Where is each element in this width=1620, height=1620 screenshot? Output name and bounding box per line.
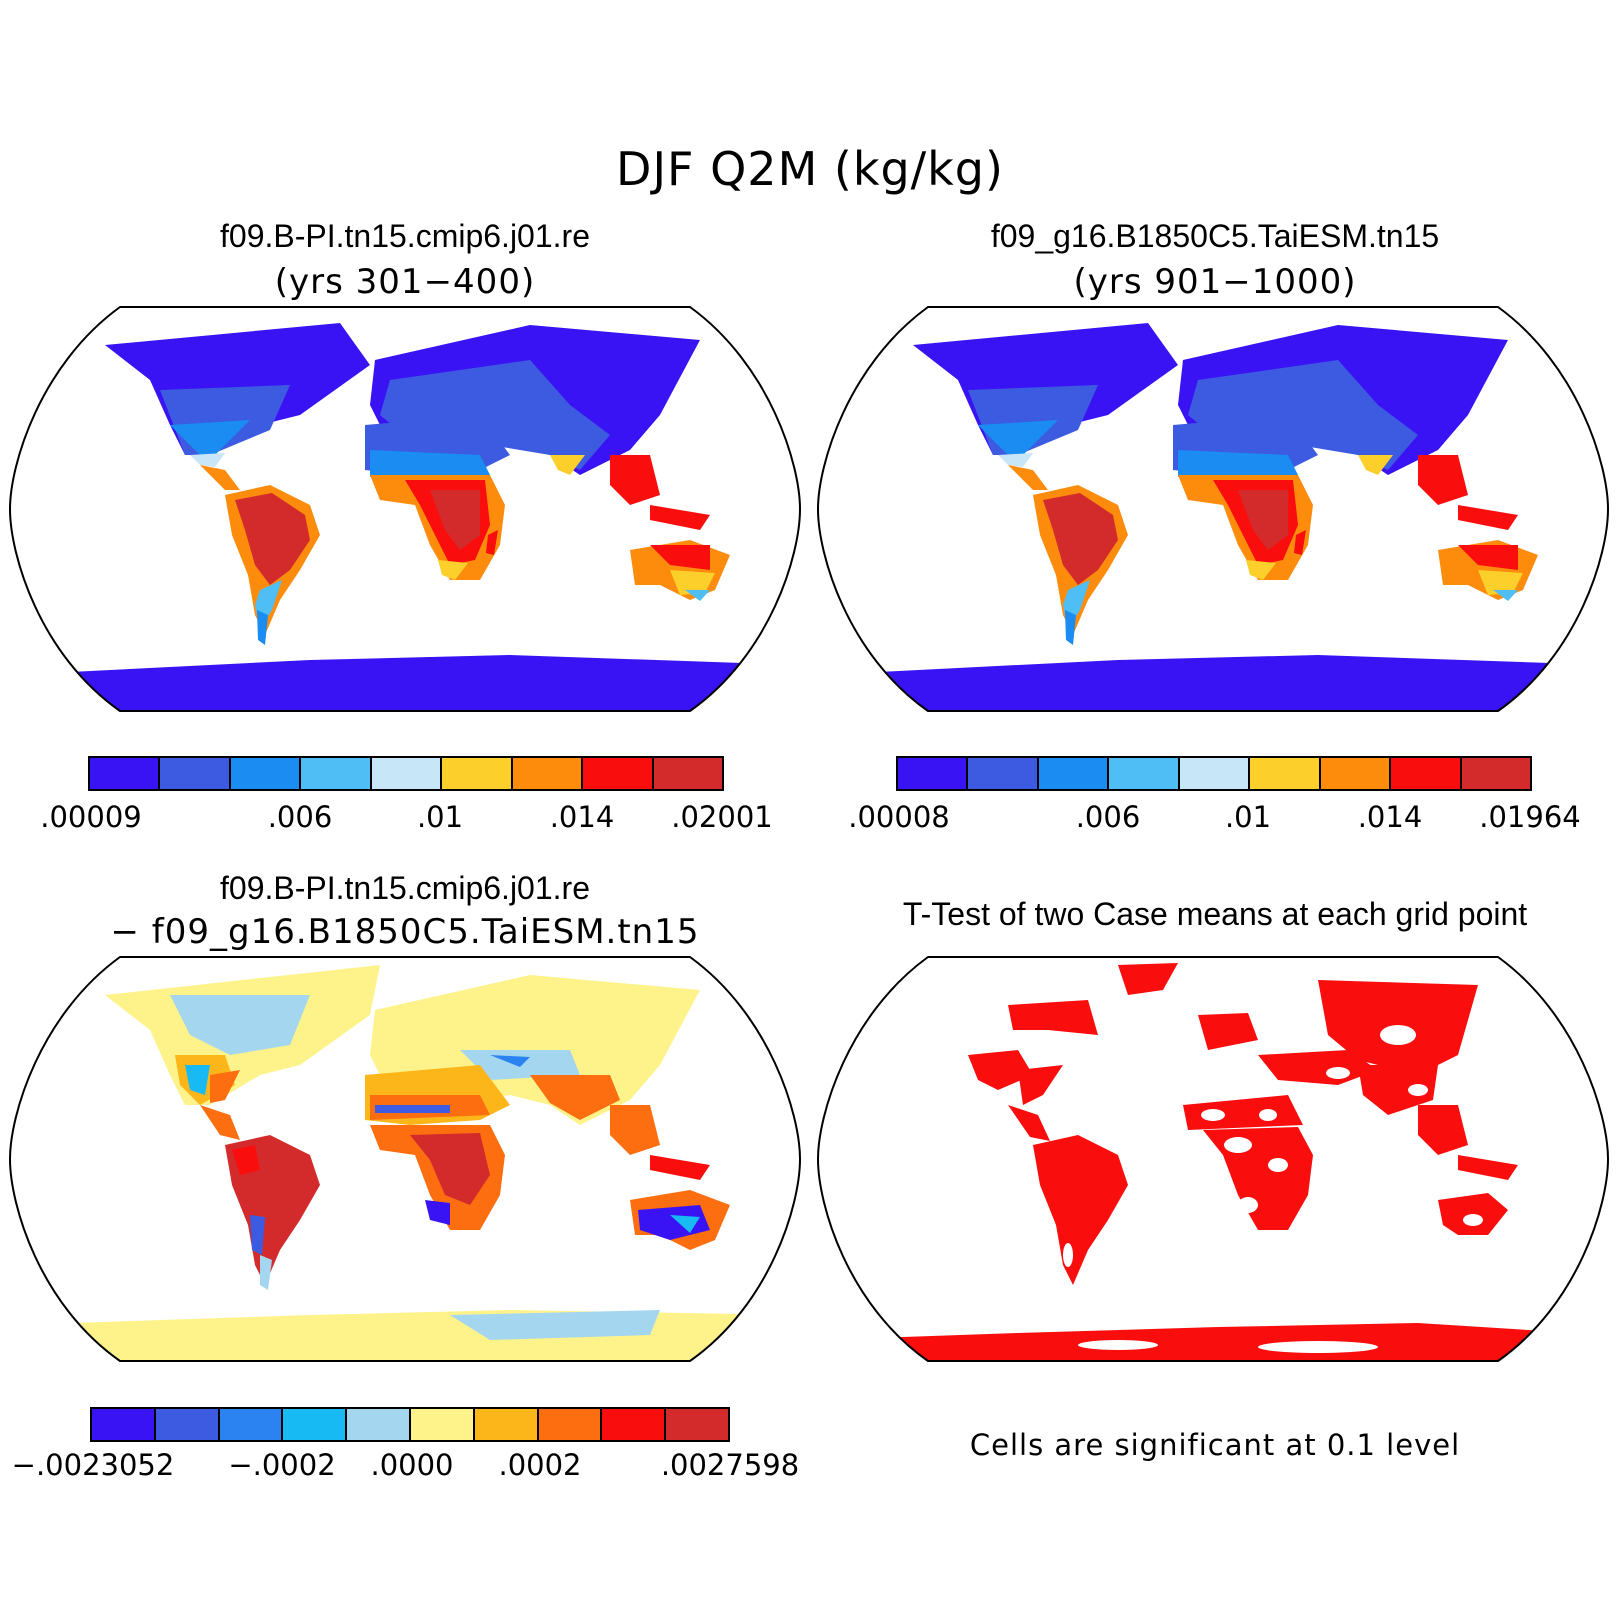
panel3-colorbar: [90, 1407, 730, 1442]
panel4-map-border: [816, 956, 1610, 1362]
panel1-colorbar-segment-2: [230, 758, 302, 789]
panel4-nonsignificant-holes: [1063, 1025, 1483, 1353]
panel3-colorbar-segment-5: [410, 1409, 475, 1440]
panel2-title: f09_g16.B1850C5.TaiESM.tn15: [990, 218, 1440, 254]
panel2-colorbar-segment-6: [1320, 758, 1392, 789]
panel1-colorbar-segment-6: [512, 758, 584, 789]
panel1-subtitle: (yrs 301−400): [274, 262, 536, 302]
panel3-colorbar-segment-0: [92, 1409, 156, 1440]
panel3-colorbar-segment-4: [347, 1409, 411, 1440]
panel2-colorbar-segment-3: [1109, 758, 1180, 789]
panel3-colorbar-segment-8: [602, 1409, 667, 1440]
panel2-colorbar-segment-7: [1391, 758, 1462, 789]
panel3-colorbar-segment-1: [155, 1409, 220, 1440]
panel1-tick-0: .00009: [40, 800, 142, 834]
panel2-map-border: [816, 306, 1610, 712]
panel3-tick-4: .0027598: [660, 1448, 800, 1482]
panel3-tick-2: .0000: [370, 1448, 454, 1482]
panel2-colorbar-segment-0: [898, 758, 969, 789]
panel3-colorbar-segment-9: [666, 1409, 728, 1440]
panel1-colorbar-segment-5: [442, 758, 513, 789]
panel3-tick-0: −.0023052: [11, 1448, 175, 1482]
panel1-colorbar-segment-1: [160, 758, 231, 789]
panel1-colorbar-segment-8: [653, 758, 722, 789]
panel2-colorbar-segment-2: [1038, 758, 1110, 789]
panel2-tick-0: .00008: [848, 800, 950, 834]
panel3-subtitle: − f09_g16.B1850C5.TaiESM.tn15: [110, 912, 700, 952]
panel3-map-border: [8, 956, 802, 1362]
panel2-subtitle: (yrs 901−1000): [1073, 262, 1357, 302]
panel3-colorbar-segment-6: [474, 1409, 539, 1440]
panel4-title: T-Test of two Case means at each grid po…: [902, 896, 1528, 932]
panel1-tick-1: .006: [267, 800, 333, 834]
panel3-colorbar-segment-2: [219, 1409, 284, 1440]
panel4-significance-note: Cells are significant at 0.1 level: [969, 1428, 1461, 1462]
panel2-colorbar-segment-8: [1461, 758, 1530, 789]
panel2-colorbar-segment-1: [968, 758, 1039, 789]
panel1-tick-4: .02001: [671, 800, 773, 834]
panel1-colorbar-segment-0: [90, 758, 161, 789]
panel1-title: f09.B-PI.tn15.cmip6.j01.re: [220, 218, 590, 254]
panel2-tick-1: .006: [1075, 800, 1141, 834]
panel1-colorbar: [88, 756, 724, 791]
panel2-tick-4: .01964: [1479, 800, 1581, 834]
panel3-tick-1: −.0002: [228, 1448, 336, 1482]
panel3-colorbar-segment-7: [538, 1409, 603, 1440]
panel4-field: [818, 963, 1608, 1361]
panel1-map: [8, 306, 802, 712]
panel1-tick-2: .01: [416, 800, 464, 834]
panel4-map: [816, 956, 1610, 1362]
panel2-colorbar: [896, 756, 1532, 791]
panel1-field: [10, 323, 800, 711]
main-title: DJF Q2M (kg/kg): [616, 142, 1004, 196]
panel2-field: [818, 323, 1608, 711]
panel1-map-border: [8, 306, 802, 712]
panel1-tick-3: .014: [549, 800, 615, 834]
panel2-tick-3: .014: [1357, 800, 1423, 834]
panel2-colorbar-segment-4: [1179, 758, 1251, 789]
panel3-field: [10, 965, 800, 1361]
panel3-map: [8, 956, 802, 1362]
panel3-tick-3: .0002: [498, 1448, 582, 1482]
panel1-colorbar-segment-7: [583, 758, 654, 789]
panel3-colorbar-segment-3: [283, 1409, 348, 1440]
panel1-colorbar-segment-3: [301, 758, 372, 789]
panel3-title: f09.B-PI.tn15.cmip6.j01.re: [220, 870, 590, 906]
panel2-map: [816, 306, 1610, 712]
panel2-tick-2: .01: [1224, 800, 1272, 834]
panel1-colorbar-segment-4: [371, 758, 443, 789]
panel2-colorbar-segment-5: [1250, 758, 1321, 789]
